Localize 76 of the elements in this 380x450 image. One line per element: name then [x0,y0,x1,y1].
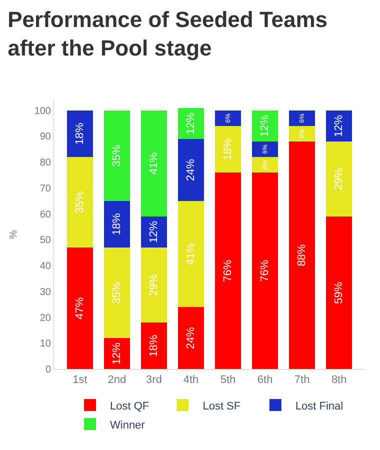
data-label: 12% [110,342,123,365]
data-label: 24% [184,158,197,181]
bar [66,247,93,369]
data-label: 29% [333,168,346,190]
bar [252,156,278,172]
bar [104,110,130,201]
data-label: 47% [74,297,86,320]
data-label: 18% [74,122,86,145]
y-tick-label: 90 [40,132,52,143]
bar [326,141,352,216]
data-label: 76% [259,260,272,282]
x-tick-label: 4th [183,374,199,386]
data-label: 35% [74,191,86,214]
bar [104,200,130,248]
y-tick-label: 30 [40,286,52,298]
chart-title: Performance of Seeded Teams after the Pool stage [8,7,328,61]
data-label: 12% [333,114,346,137]
bar [104,338,130,369]
data-label: 18% [148,334,160,357]
legend-label: Lost SF [202,400,241,412]
data-label: 12% [259,114,272,137]
x-tick-label: 1st [72,374,88,386]
bar [104,247,130,338]
y-tick-label: 70 [40,183,52,194]
bar [215,172,241,369]
x-tick-label: 5th [220,374,236,386]
data-label: 12% [184,112,197,134]
y-tick-label: 100 [34,106,52,117]
y-tick-label: 50 [40,235,52,246]
bar [326,216,352,369]
y-tick-label: 40 [40,261,52,272]
legend-label: Lost QF [110,400,150,412]
bar [178,108,204,139]
y-tick-label: 80 [40,158,52,169]
data-label: 29% [148,274,160,296]
bar [178,138,204,201]
bar [252,172,278,369]
x-tick-label: 7th [294,374,310,386]
bar [289,141,316,369]
bar [178,306,204,369]
data-label: 76% [222,260,234,282]
x-tick-label: 6th [257,374,273,386]
data-label: 41% [184,242,197,266]
bar [66,110,93,157]
data-label: 12% [148,220,160,244]
x-tick-label: 2nd [108,374,126,386]
bar [215,110,241,126]
data-label: 24% [184,326,197,350]
bar [252,141,278,157]
data-label: 35% [110,144,123,167]
x-tick-label: 8th [331,374,347,386]
bar [215,126,241,172]
data-label: 41% [148,152,160,174]
y-tick-label: 10 [40,338,52,350]
data-label: 88% [296,244,308,266]
legend-label: Lost Final [295,400,344,412]
bar [141,322,167,369]
bar [141,216,167,248]
bar [66,156,93,248]
bar [289,110,316,126]
data-label: 35% [110,282,123,304]
legend-label: Winner [110,419,146,432]
bar [326,110,352,142]
data-label: 18% [222,138,234,160]
x-tick-label: 3rd [146,374,162,386]
bar [141,247,167,322]
bar [289,126,316,142]
data-label: 59% [333,282,346,304]
bar [252,110,278,142]
y-tick-label: 20 [40,312,52,324]
bar [178,200,204,307]
bar [141,110,167,216]
y-tick-label: 60 [40,209,52,220]
y-tick-label: 0 [45,364,52,376]
y-axis-title: % [8,230,20,239]
data-label: 18% [110,213,123,236]
